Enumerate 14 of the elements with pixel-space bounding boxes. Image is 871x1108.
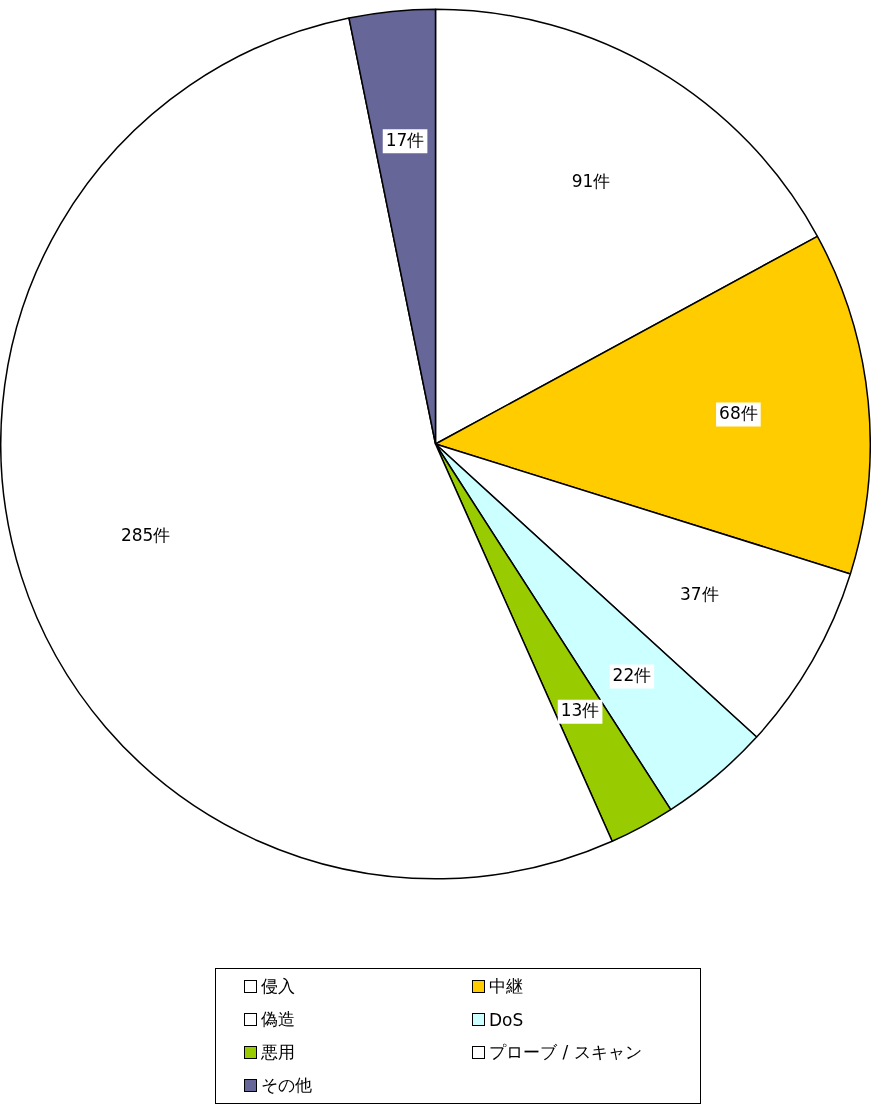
legend-label: DoS <box>489 1009 524 1030</box>
data-label: 285件 <box>120 525 171 546</box>
data-label: 13件 <box>560 700 600 721</box>
data-label: 91件 <box>571 170 611 191</box>
legend-label: プローブ / スキャン <box>489 1041 642 1064</box>
legend-label: 偽造 <box>261 1008 295 1031</box>
data-label: 22件 <box>612 664 652 685</box>
legend-label: 侵入 <box>261 975 295 998</box>
data-label: 68件 <box>719 402 758 423</box>
legend-label: その他 <box>261 1074 312 1097</box>
legend-label: 中継 <box>489 975 523 998</box>
legend-label: 悪用 <box>261 1041 295 1064</box>
data-label: 17件 <box>385 129 425 150</box>
data-label: 37件 <box>680 584 719 605</box>
